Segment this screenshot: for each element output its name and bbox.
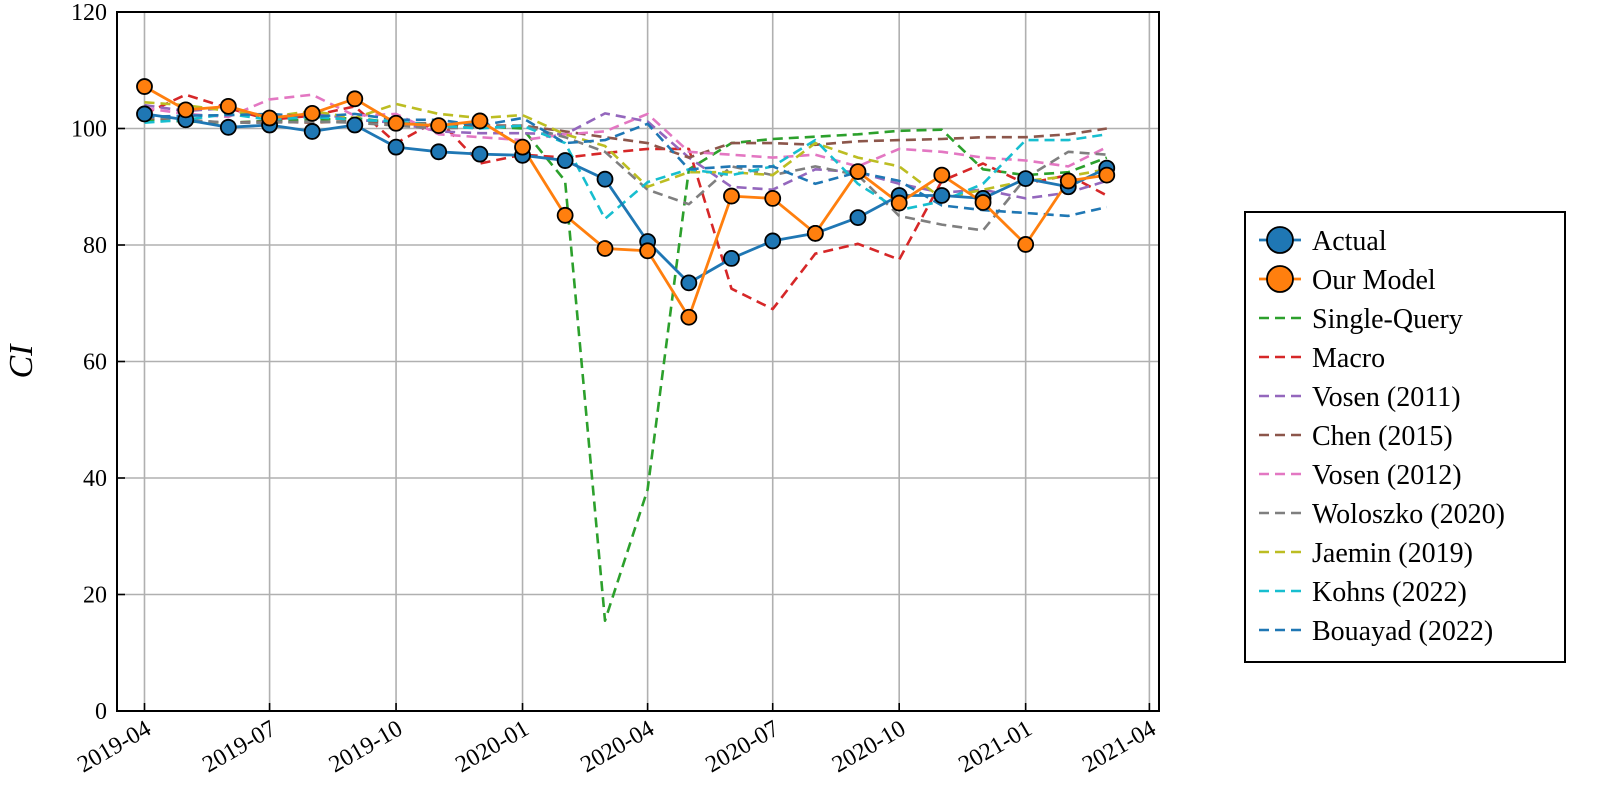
legend-label-woloszko-2020: Woloszko (2020) (1312, 499, 1505, 530)
point-actual (303, 123, 321, 140)
legend-label-macro: Macro (1312, 343, 1385, 374)
legend-marker-our-model (1266, 265, 1294, 293)
point-our-model (723, 187, 740, 205)
legend-item-our-model: Our Model (1259, 265, 1436, 296)
legend-item-jaemin-2019: Jaemin (2019) (1259, 538, 1473, 569)
point-our-model (136, 78, 153, 95)
point-actual (723, 249, 740, 267)
point-our-model (177, 101, 195, 119)
point-actual (680, 274, 698, 292)
legend-item-single-query: Single-Query (1259, 304, 1463, 335)
point-actual (346, 116, 364, 134)
point-our-model (1098, 166, 1116, 184)
point-our-model (514, 138, 531, 156)
y-tick-label: 40 (83, 466, 107, 492)
point-actual (136, 105, 153, 123)
y-tick-label: 20 (83, 583, 107, 609)
legend-label-chen-2015: Chen (2015) (1312, 421, 1453, 452)
point-actual (219, 118, 237, 136)
legend-item-actual: Actual (1259, 226, 1387, 257)
point-our-model (346, 90, 364, 108)
point-our-model (933, 166, 951, 184)
point-our-model (387, 114, 405, 132)
y-tick-label: 80 (83, 233, 107, 259)
x-tick-label: 2021-04 (1078, 716, 1160, 779)
series-line-woloszko-2020 (144, 115, 1107, 232)
point-our-model (596, 240, 614, 257)
x-tick-label: 2019-07 (198, 716, 280, 779)
legend-item-bouayad-2022: Bouayad (2022) (1259, 616, 1493, 647)
point-actual (849, 209, 867, 227)
point-our-model (1059, 172, 1077, 190)
point-our-model (471, 112, 489, 130)
x-tick-label: 2019-10 (325, 716, 407, 779)
legend-label-kohns-2022: Kohns (2022) (1312, 577, 1467, 608)
grid-layer (117, 11, 1159, 712)
y-tick-label: 60 (83, 350, 107, 376)
legend-item-woloszko-2020: Woloszko (2020) (1259, 499, 1505, 530)
legend-item-vosen-2011: Vosen (2011) (1259, 382, 1461, 413)
series-line-vosen-2012 (144, 93, 1108, 168)
point-our-model (261, 109, 278, 127)
point-our-model (849, 163, 867, 181)
y-axis-label: CI (3, 343, 40, 379)
point-our-model (639, 242, 657, 260)
point-our-model (806, 224, 824, 242)
point-actual (1017, 170, 1035, 187)
y-tick-label: 120 (71, 0, 107, 26)
legend-label-actual: Actual (1312, 226, 1387, 257)
legend-item-macro: Macro (1259, 343, 1385, 374)
point-our-model (764, 189, 782, 207)
point-actual (430, 143, 448, 161)
point-actual (387, 138, 405, 156)
legend: Actual Our Model Single-Query Macro Vosen (2… (1244, 211, 1566, 663)
legend-item-chen-2015: Chen (2015) (1259, 421, 1453, 452)
legend-label-bouayad-2022: Bouayad (2022) (1312, 616, 1493, 647)
legend-box (1244, 211, 1566, 663)
point-our-model (430, 117, 448, 134)
series-layer (143, 85, 1108, 623)
legend-label-vosen-2012: Vosen (2012) (1312, 460, 1462, 491)
y-tick-label: 0 (95, 699, 107, 725)
point-actual (471, 145, 489, 163)
point-our-model (1017, 236, 1035, 253)
point-actual (596, 170, 614, 188)
legend-item-kohns-2022: Kohns (2022) (1259, 577, 1467, 608)
legend-items: Actual Our Model Single-Query Macro Vosen (2… (1259, 226, 1505, 647)
x-tick-label: 2019-04 (73, 716, 155, 779)
marker-layer (136, 78, 1116, 326)
point-our-model (890, 194, 908, 212)
point-actual (556, 152, 574, 169)
point-our-model (303, 104, 321, 122)
point-our-model (556, 206, 574, 224)
x-tick-label: 2020-10 (828, 716, 910, 779)
y-tick-label: 100 (71, 117, 107, 143)
legend-label-vosen-2011: Vosen (2011) (1312, 382, 1461, 413)
legend-marker-actual (1266, 226, 1294, 254)
legend-label-single-query: Single-Query (1312, 304, 1463, 335)
x-tick-label: 2020-04 (576, 716, 658, 779)
x-tick-label: 2020-07 (701, 716, 783, 779)
point-our-model (219, 97, 237, 115)
series-line-single-query (144, 116, 1108, 623)
legend-label-jaemin-2019: Jaemin (2019) (1312, 538, 1473, 569)
legend-item-vosen-2012: Vosen (2012) (1259, 460, 1462, 491)
point-actual (933, 187, 951, 204)
legend-label-our-model: Our Model (1312, 265, 1436, 296)
point-our-model (974, 194, 992, 211)
point-our-model (680, 308, 698, 326)
x-tick-label: 2020-01 (451, 716, 533, 779)
x-tick-label: 2021-01 (954, 716, 1036, 779)
point-actual (764, 232, 782, 250)
